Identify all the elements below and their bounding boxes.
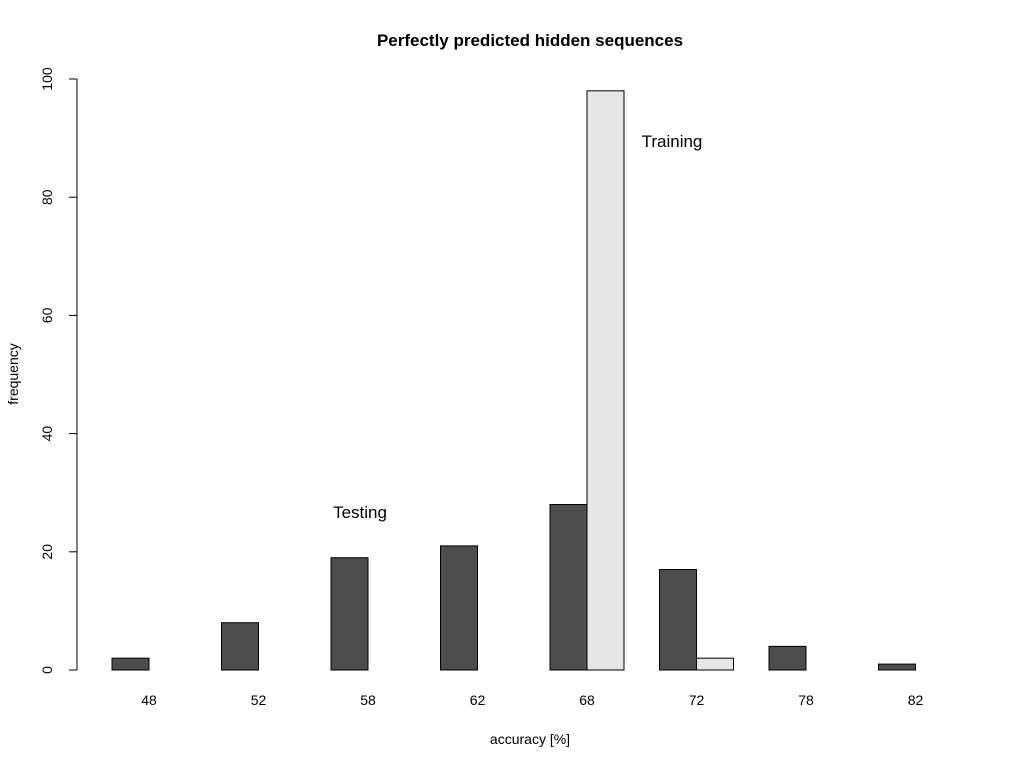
bars <box>111 90 916 671</box>
x-tick-label: 72 <box>689 692 705 708</box>
chart-title: Perfectly predicted hidden sequences <box>377 31 683 50</box>
y-tick-label: 60 <box>39 307 55 323</box>
y-tick-label: 80 <box>39 189 55 205</box>
bar-68-series-1 <box>549 504 588 671</box>
x-tick-label: 52 <box>251 692 267 708</box>
y-axis: 0 20 40 60 80 100 <box>39 67 78 674</box>
bar-68-series-2 <box>586 90 625 671</box>
bar-58-series-1 <box>330 557 369 671</box>
x-axis-ticks: 48 52 58 62 68 72 78 82 <box>141 692 923 708</box>
bar-82-series-1 <box>878 663 916 671</box>
bar-72-series-2 <box>696 657 734 671</box>
y-tick-label: 40 <box>39 426 55 442</box>
x-tick-label: 68 <box>579 692 595 708</box>
x-tick-label: 62 <box>470 692 486 708</box>
annotation-training: Training <box>642 132 703 151</box>
y-tick-label: 100 <box>39 67 55 91</box>
x-tick-label: 48 <box>141 692 157 708</box>
x-tick-label: 58 <box>360 692 376 708</box>
bar-52-series-1 <box>221 622 259 671</box>
y-axis-label: frequency <box>5 343 21 404</box>
annotation-testing: Testing <box>333 503 387 522</box>
bar-72-series-1 <box>659 569 697 671</box>
x-axis-label: accuracy [%] <box>490 731 570 747</box>
x-tick-label: 82 <box>908 692 924 708</box>
bar-48-series-1 <box>111 657 150 671</box>
bar-62-series-1 <box>440 545 478 671</box>
bar-78-series-1 <box>768 645 807 671</box>
x-tick-label: 78 <box>798 692 814 708</box>
y-tick-label: 0 <box>39 666 55 674</box>
y-tick-label: 20 <box>39 544 55 560</box>
